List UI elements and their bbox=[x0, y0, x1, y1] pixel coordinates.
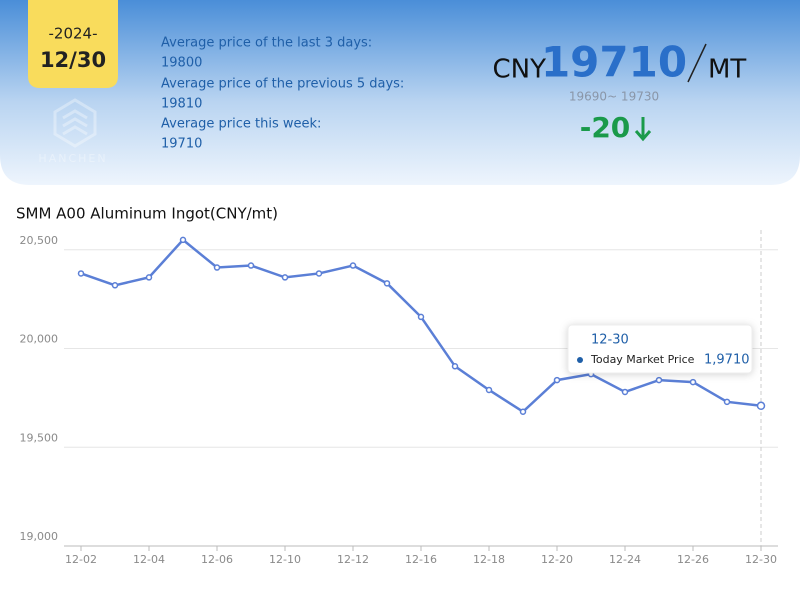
x-tick-label: 12-12 bbox=[337, 553, 369, 566]
point bbox=[383, 280, 391, 287]
stat-value: 19800 bbox=[161, 56, 202, 71]
x-tick-label: 12-18 bbox=[473, 553, 505, 566]
point bbox=[417, 313, 425, 321]
header-panel bbox=[0, 0, 800, 185]
unit: MT bbox=[708, 55, 746, 85]
point bbox=[689, 378, 697, 386]
down-arrow bbox=[634, 117, 652, 142]
year: -2024- bbox=[49, 25, 98, 43]
stat-value: 19810 bbox=[161, 97, 202, 112]
x-tick-label: 12-06 bbox=[201, 553, 233, 566]
x-tick-label: 12-02 bbox=[65, 553, 97, 566]
stat-value: 19710 bbox=[161, 137, 202, 152]
date-badge bbox=[28, 0, 118, 88]
price: 19710 bbox=[541, 38, 687, 87]
point bbox=[315, 270, 323, 277]
point bbox=[655, 376, 663, 384]
tooltip-value: 1,9710 bbox=[704, 353, 750, 368]
y-tick-label: 20,000 bbox=[20, 333, 59, 346]
point bbox=[281, 274, 289, 281]
point bbox=[77, 270, 85, 277]
stat-label: Average price of the last 3 days: bbox=[161, 36, 372, 51]
point bbox=[213, 264, 221, 271]
y-tick-label: 19,000 bbox=[20, 530, 59, 543]
tooltip: 12-30 Today Market Price 1,9710 bbox=[567, 324, 753, 374]
point bbox=[485, 386, 493, 394]
date: 12/30 bbox=[40, 48, 106, 72]
x-tick-label: 12-26 bbox=[677, 553, 709, 566]
currency: CNY bbox=[493, 55, 547, 85]
y-tick-label: 19,500 bbox=[20, 431, 59, 444]
point bbox=[621, 388, 629, 396]
point bbox=[349, 262, 357, 269]
point bbox=[756, 401, 766, 411]
x-tick-label: 12-20 bbox=[541, 553, 573, 566]
point bbox=[247, 262, 255, 269]
point bbox=[451, 363, 459, 370]
chart-title: SMM A00 Aluminum Ingot(CNY/mt) bbox=[16, 205, 278, 223]
point bbox=[553, 376, 561, 384]
x-tick-label: 12-16 bbox=[405, 553, 437, 566]
point bbox=[179, 236, 187, 244]
tooltip-box bbox=[567, 324, 753, 374]
x-tick-label: 12-10 bbox=[269, 553, 301, 566]
tooltip-dot bbox=[577, 357, 583, 363]
watermark-logo: HANCHEN bbox=[38, 98, 107, 165]
price-range: 19690~ 19730 bbox=[569, 90, 659, 104]
stat-label: Average price of the previous 5 days: bbox=[161, 77, 404, 92]
point bbox=[145, 274, 153, 281]
y-tick-label: 20,500 bbox=[20, 234, 59, 247]
tooltip-series: Today Market Price bbox=[590, 353, 695, 366]
point bbox=[111, 282, 119, 289]
stat-label: Average price this week: bbox=[161, 117, 321, 132]
watermark-text: HANCHEN bbox=[38, 152, 107, 165]
point bbox=[723, 398, 731, 406]
x-tick-label: 12-04 bbox=[133, 553, 165, 566]
price-change: -20 bbox=[580, 111, 631, 144]
point bbox=[519, 408, 527, 415]
x-tick-label: 12-30 bbox=[745, 553, 777, 566]
slash bbox=[687, 43, 707, 83]
tooltip-date: 12-30 bbox=[591, 333, 629, 348]
x-tick-label: 12-24 bbox=[609, 553, 641, 566]
